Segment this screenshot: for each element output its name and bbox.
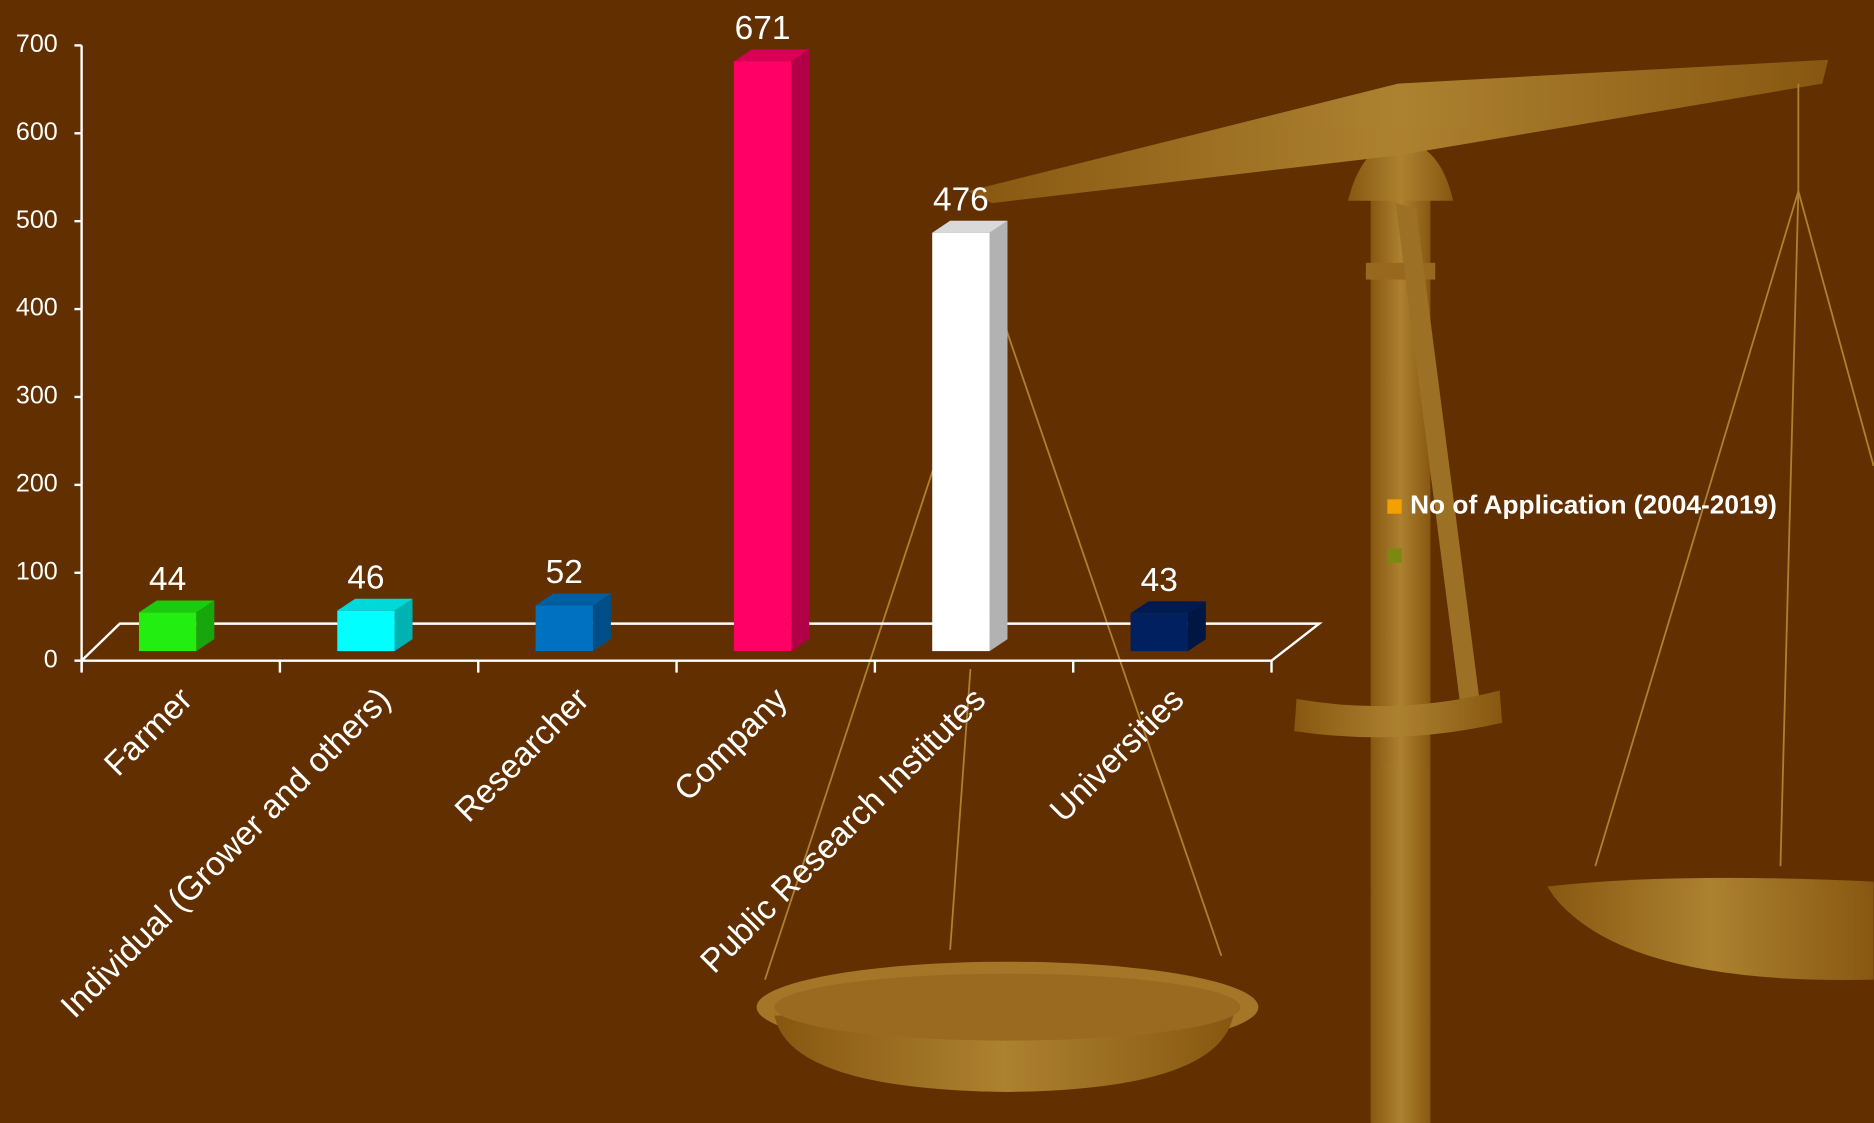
scale-illustration <box>756 59 1874 1123</box>
bar-side <box>791 49 810 652</box>
bar <box>337 610 395 652</box>
data-label: 44 <box>149 561 186 598</box>
bar-side-shade <box>1187 601 1206 652</box>
y-tick-label: 0 <box>44 645 58 673</box>
bar <box>932 232 990 652</box>
bar-top <box>138 600 215 613</box>
bar <box>535 605 593 652</box>
y-tick-label: 200 <box>16 469 58 497</box>
bar <box>733 61 792 652</box>
legend-swatch <box>1387 499 1402 514</box>
bar-top-shade <box>932 220 1008 233</box>
bar-top <box>733 49 810 62</box>
data-label: 46 <box>347 559 384 596</box>
bar-top <box>337 598 413 611</box>
legend-label: No of Application (2004-2019) <box>1410 489 1777 519</box>
bar-top <box>932 220 1008 233</box>
bar-top <box>1130 601 1206 614</box>
data-label: 671 <box>735 10 791 47</box>
y-tick-label: 300 <box>16 382 58 410</box>
bar-top <box>535 593 611 606</box>
bar-side-shade <box>592 593 611 652</box>
x-tick-label: Universities <box>1043 681 1191 829</box>
x-tick-label: Researcher <box>448 681 596 829</box>
data-label: 52 <box>546 554 583 591</box>
x-tick-label: Individual (Grower and others) <box>54 681 398 1025</box>
bar-top-shade <box>138 600 215 613</box>
bar-top-shade <box>337 598 413 611</box>
bar-side <box>196 600 215 652</box>
bar-side <box>989 220 1008 652</box>
bar-side-shade <box>791 49 810 652</box>
y-tick-label: 400 <box>16 294 58 322</box>
data-label: 476 <box>933 182 989 219</box>
x-tick-label: Company <box>667 681 795 809</box>
legend-swatch-unlabeled <box>1387 548 1402 563</box>
data-label: 43 <box>1141 562 1178 599</box>
y-tick-label: 700 <box>16 30 58 58</box>
bar <box>138 612 197 652</box>
bar-side <box>592 593 611 652</box>
bar-side <box>394 598 413 652</box>
bar-top-shade <box>1130 601 1206 614</box>
y-tick-label: 100 <box>16 557 58 585</box>
bar-side-shade <box>394 598 413 652</box>
y-tick-label: 600 <box>16 118 58 146</box>
bar-side-shade <box>989 220 1008 652</box>
y-tick-label: 500 <box>16 206 58 234</box>
bar-top-shade <box>733 49 810 62</box>
bar-top-shade <box>535 593 611 606</box>
bar-side-shade <box>196 600 215 652</box>
bar <box>1130 613 1188 652</box>
bar-side <box>1187 601 1206 652</box>
x-tick-label: Farmer <box>97 681 199 783</box>
